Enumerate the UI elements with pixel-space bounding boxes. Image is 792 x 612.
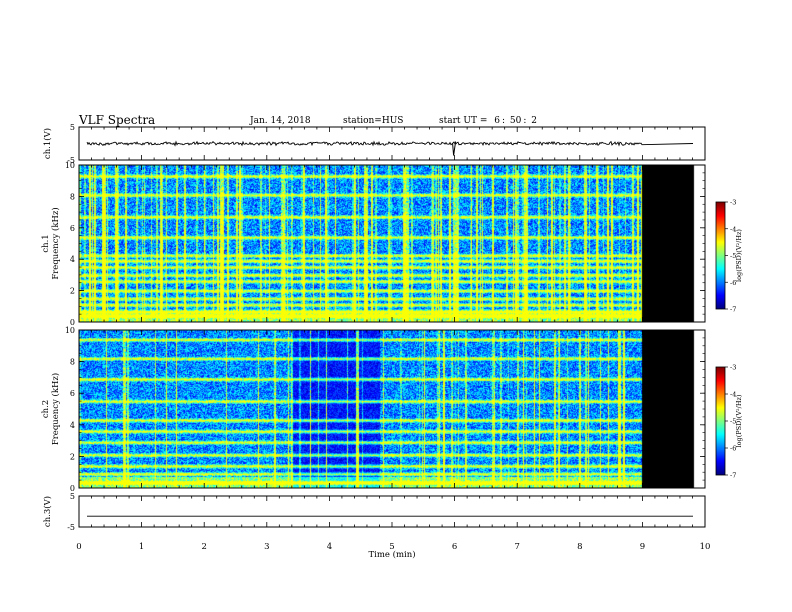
station-label: station=HUS bbox=[343, 116, 404, 126]
x-tick-label: 3 bbox=[264, 542, 269, 552]
start-hour: 6 bbox=[494, 116, 500, 126]
colorbar-tick-label: -3 bbox=[730, 199, 736, 207]
ch1-spike bbox=[452, 141, 457, 156]
ch2-spectrogram-ylabel-freq: Frequency (kHz) bbox=[50, 373, 61, 445]
start-minute: 50 bbox=[509, 116, 522, 126]
colorbar-tick-label: -5 bbox=[730, 252, 736, 260]
ch1-spectrogram-ylabel: ch.1 bbox=[41, 234, 51, 252]
colorbar-tick-label: -7 bbox=[730, 306, 736, 314]
spectrogram-layer bbox=[79, 165, 705, 488]
colorbar-tick-label: -3 bbox=[730, 364, 736, 372]
x-tick-label: 10 bbox=[700, 542, 711, 552]
y-tick-label: -5 bbox=[67, 523, 75, 532]
y-tick-label: 10 bbox=[65, 326, 75, 335]
colorbar-tick-label: -6 bbox=[730, 279, 736, 287]
ch1-spectrogram-colorbar bbox=[716, 202, 725, 309]
colorbar-tick-label: -4 bbox=[730, 225, 736, 233]
colorbar-tick-label: -7 bbox=[730, 472, 736, 480]
x-tick-label: 6 bbox=[452, 542, 457, 552]
y-tick-label: 10 bbox=[65, 161, 75, 170]
axes-layer: 5 -5 ch.1(V) -3 -4 -5 -6 -7 log(PSD)(V²/Hz) 0 2 4 6 8… bbox=[41, 123, 743, 560]
y-tick-label: 5 bbox=[70, 492, 75, 501]
y-tick-label: 4 bbox=[70, 421, 75, 430]
x-tick-label: 5 bbox=[389, 542, 394, 552]
x-tick-label: 0 bbox=[76, 542, 81, 552]
colorbar-tick-label: -5 bbox=[730, 418, 736, 426]
x-tick-label: 2 bbox=[201, 542, 206, 552]
x-tick-label: 9 bbox=[640, 542, 645, 552]
y-tick-label: 8 bbox=[70, 358, 75, 367]
start-second: 2 bbox=[531, 116, 537, 126]
colorbar-label: log(PSD)(V²/Hz) bbox=[735, 394, 743, 447]
y-tick-label: 6 bbox=[70, 389, 75, 398]
x-axis-label: Time (min) bbox=[368, 549, 415, 560]
y-tick-label: 4 bbox=[70, 255, 75, 264]
y-tick-label: 2 bbox=[70, 452, 75, 461]
y-tick-label: 8 bbox=[70, 192, 75, 201]
ch2-spectrogram-image bbox=[79, 330, 705, 488]
trace-layer bbox=[86, 140, 694, 517]
y-tick-label: -5 bbox=[67, 156, 75, 165]
ch1-waveform-ylabel: ch.1(V) bbox=[42, 128, 53, 159]
start-time-prefix: start UT = bbox=[439, 116, 488, 126]
y-tick-label: 2 bbox=[70, 287, 75, 296]
colorbar-label: log(PSD)(V²/Hz) bbox=[735, 229, 743, 282]
ch2-spectrogram-ylabel: ch.2 bbox=[41, 400, 51, 418]
date-label: Jan. 14, 2018 bbox=[250, 116, 311, 126]
x-tick-label: 1 bbox=[139, 542, 144, 552]
ch1-spectrogram-image bbox=[79, 165, 705, 322]
x-tick-label: 8 bbox=[577, 542, 582, 552]
y-tick-label: 0 bbox=[70, 484, 75, 493]
y-tick-label: 5 bbox=[70, 123, 75, 132]
ch1-spectrogram-ylabel-freq: Frequency (kHz) bbox=[50, 207, 61, 279]
start-time-label: start UT = 6: 50: 2 bbox=[439, 116, 537, 126]
colorbar-tick-label: -4 bbox=[730, 391, 736, 399]
ch2-spectrogram-colorbar bbox=[716, 367, 725, 475]
ch1-waveform-trace bbox=[86, 140, 694, 147]
colorbar-tick-label: -6 bbox=[730, 445, 736, 453]
x-tick-label: 7 bbox=[514, 542, 519, 552]
ch3-waveform-ylabel: ch.3(V) bbox=[42, 496, 53, 527]
y-tick-label: 6 bbox=[70, 224, 75, 233]
chart-title: VLF Spectra bbox=[79, 113, 156, 127]
y-tick-label: 0 bbox=[70, 318, 75, 327]
x-tick-label: 4 bbox=[327, 542, 332, 552]
